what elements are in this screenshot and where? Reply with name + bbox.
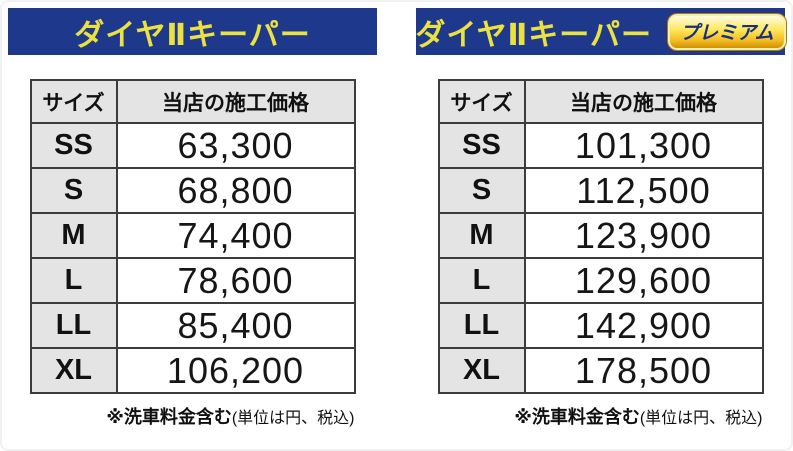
table-row: LL 85,400 [29, 302, 356, 349]
product-title: ダイヤⅡキーパー [74, 18, 311, 52]
size-column-header: サイズ [29, 79, 118, 124]
footnote-unit-note: (単位は円、税込) [639, 410, 763, 427]
table-row: M 74,400 [29, 212, 356, 259]
size-cell: L [29, 257, 118, 304]
table-header-row: サイズ 当店の施工価格 [29, 79, 356, 124]
price-column-header: 当店の施工価格 [115, 79, 356, 124]
table-row: XL 106,200 [29, 347, 356, 394]
footnote-unit-note: (単位は円、税込) [231, 410, 355, 427]
footnote-carwash-included: ※洗車料金含む [106, 407, 232, 427]
price-cell: 85,400 [115, 302, 356, 349]
size-cell: SS [29, 122, 118, 169]
price-cell: 178,500 [523, 347, 764, 394]
table-row: L 129,600 [437, 257, 764, 304]
table-row: S 112,500 [437, 167, 764, 214]
price-cell: 68,800 [115, 167, 356, 214]
table-row: LL 142,900 [437, 302, 764, 349]
footnote: ※洗車料金含む(単位は円、税込) [31, 403, 355, 429]
price-cell: 78,600 [115, 257, 356, 304]
size-cell: XL [29, 347, 118, 394]
footnote-carwash-included: ※洗車料金含む [514, 407, 640, 427]
price-cell: 63,300 [115, 122, 356, 169]
size-cell: S [29, 167, 118, 214]
table-header-row: サイズ 当店の施工価格 [437, 79, 764, 124]
size-cell: LL [437, 302, 526, 349]
price-cell: 112,500 [523, 167, 764, 214]
size-cell: M [29, 212, 118, 259]
price-cell: 123,900 [523, 212, 764, 259]
size-cell: L [437, 257, 526, 304]
panel-diamond2-keeper: ダイヤⅡキーパー サイズ 当店の施工価格 SS 63,300 S 68,800 [8, 8, 377, 449]
size-cell: XL [437, 347, 526, 394]
size-column-header: サイズ [437, 79, 526, 124]
table-row: L 78,600 [29, 257, 356, 304]
table-row: S 68,800 [29, 167, 356, 214]
product-title: ダイヤⅡキーパー [415, 18, 652, 52]
table-row: M 123,900 [437, 212, 764, 259]
price-table-standard: サイズ 当店の施工価格 SS 63,300 S 68,800 M 74,400 [29, 79, 356, 394]
price-cell: 106,200 [115, 347, 356, 394]
footnote: ※洗車料金含む(単位は円、税込) [439, 403, 763, 429]
panel-diamond2-keeper-premium: ダイヤⅡキーパー プレミアム サイズ 当店の施工価格 SS 101,300 S … [415, 8, 786, 449]
title-bar-premium: ダイヤⅡキーパー プレミアム [415, 8, 786, 55]
size-cell: SS [437, 122, 526, 169]
premium-badge: プレミアム [667, 13, 786, 50]
size-cell: M [437, 212, 526, 259]
price-cell: 129,600 [523, 257, 764, 304]
price-column-header: 当店の施工価格 [523, 79, 764, 124]
title-bar-standard: ダイヤⅡキーパー [8, 8, 377, 55]
table-row: SS 63,300 [29, 122, 356, 169]
price-cell: 142,900 [523, 302, 764, 349]
table-row: SS 101,300 [437, 122, 764, 169]
table-row: XL 178,500 [437, 347, 764, 394]
size-cell: S [437, 167, 526, 214]
price-cell: 74,400 [115, 212, 356, 259]
price-cell: 101,300 [523, 122, 764, 169]
size-cell: LL [29, 302, 118, 349]
price-table-premium: サイズ 当店の施工価格 SS 101,300 S 112,500 M 123,9… [437, 79, 764, 394]
